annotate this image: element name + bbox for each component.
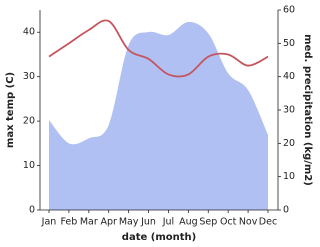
- y-tick-label: 10: [23, 160, 35, 171]
- x-axis-title: date (month): [122, 232, 196, 243]
- x-tick-label: Aug: [179, 217, 198, 228]
- y2-tick-label: 20: [283, 138, 295, 149]
- x-tick-label: Apr: [101, 217, 118, 228]
- y-axis-title: max temp (C): [5, 72, 16, 148]
- x-tick-label: Sep: [199, 217, 217, 228]
- y2-tick-label: 40: [283, 71, 295, 82]
- y2-tick-label: 0: [283, 205, 289, 216]
- y2-tick-label: 10: [283, 171, 295, 182]
- temperature-line: [48, 19, 269, 78]
- y-tick-label: 30: [23, 71, 35, 82]
- y-tick-label: 0: [29, 205, 35, 216]
- y2-tick-label: 50: [283, 38, 295, 49]
- y-tick-label: 40: [23, 27, 35, 38]
- x-tick-label: May: [119, 217, 139, 228]
- x-tick-label: Dec: [259, 217, 277, 228]
- y-tick-label: 20: [23, 116, 35, 127]
- precipitation-area: [49, 21, 268, 211]
- y2-axis-title: med. precipitation (kg/m2): [302, 34, 313, 186]
- x-tick-label: Jan: [41, 217, 57, 228]
- x-tick-label: Jul: [162, 217, 174, 228]
- x-tick-label: Feb: [60, 217, 77, 228]
- x-tick-label: Oct: [220, 217, 237, 228]
- x-tick-label: Jun: [140, 217, 156, 228]
- x-tick-label: Nov: [239, 217, 258, 228]
- y2-tick-label: 60: [283, 5, 295, 16]
- x-tick-label: Mar: [80, 217, 98, 228]
- y2-tick-label: 30: [283, 105, 295, 116]
